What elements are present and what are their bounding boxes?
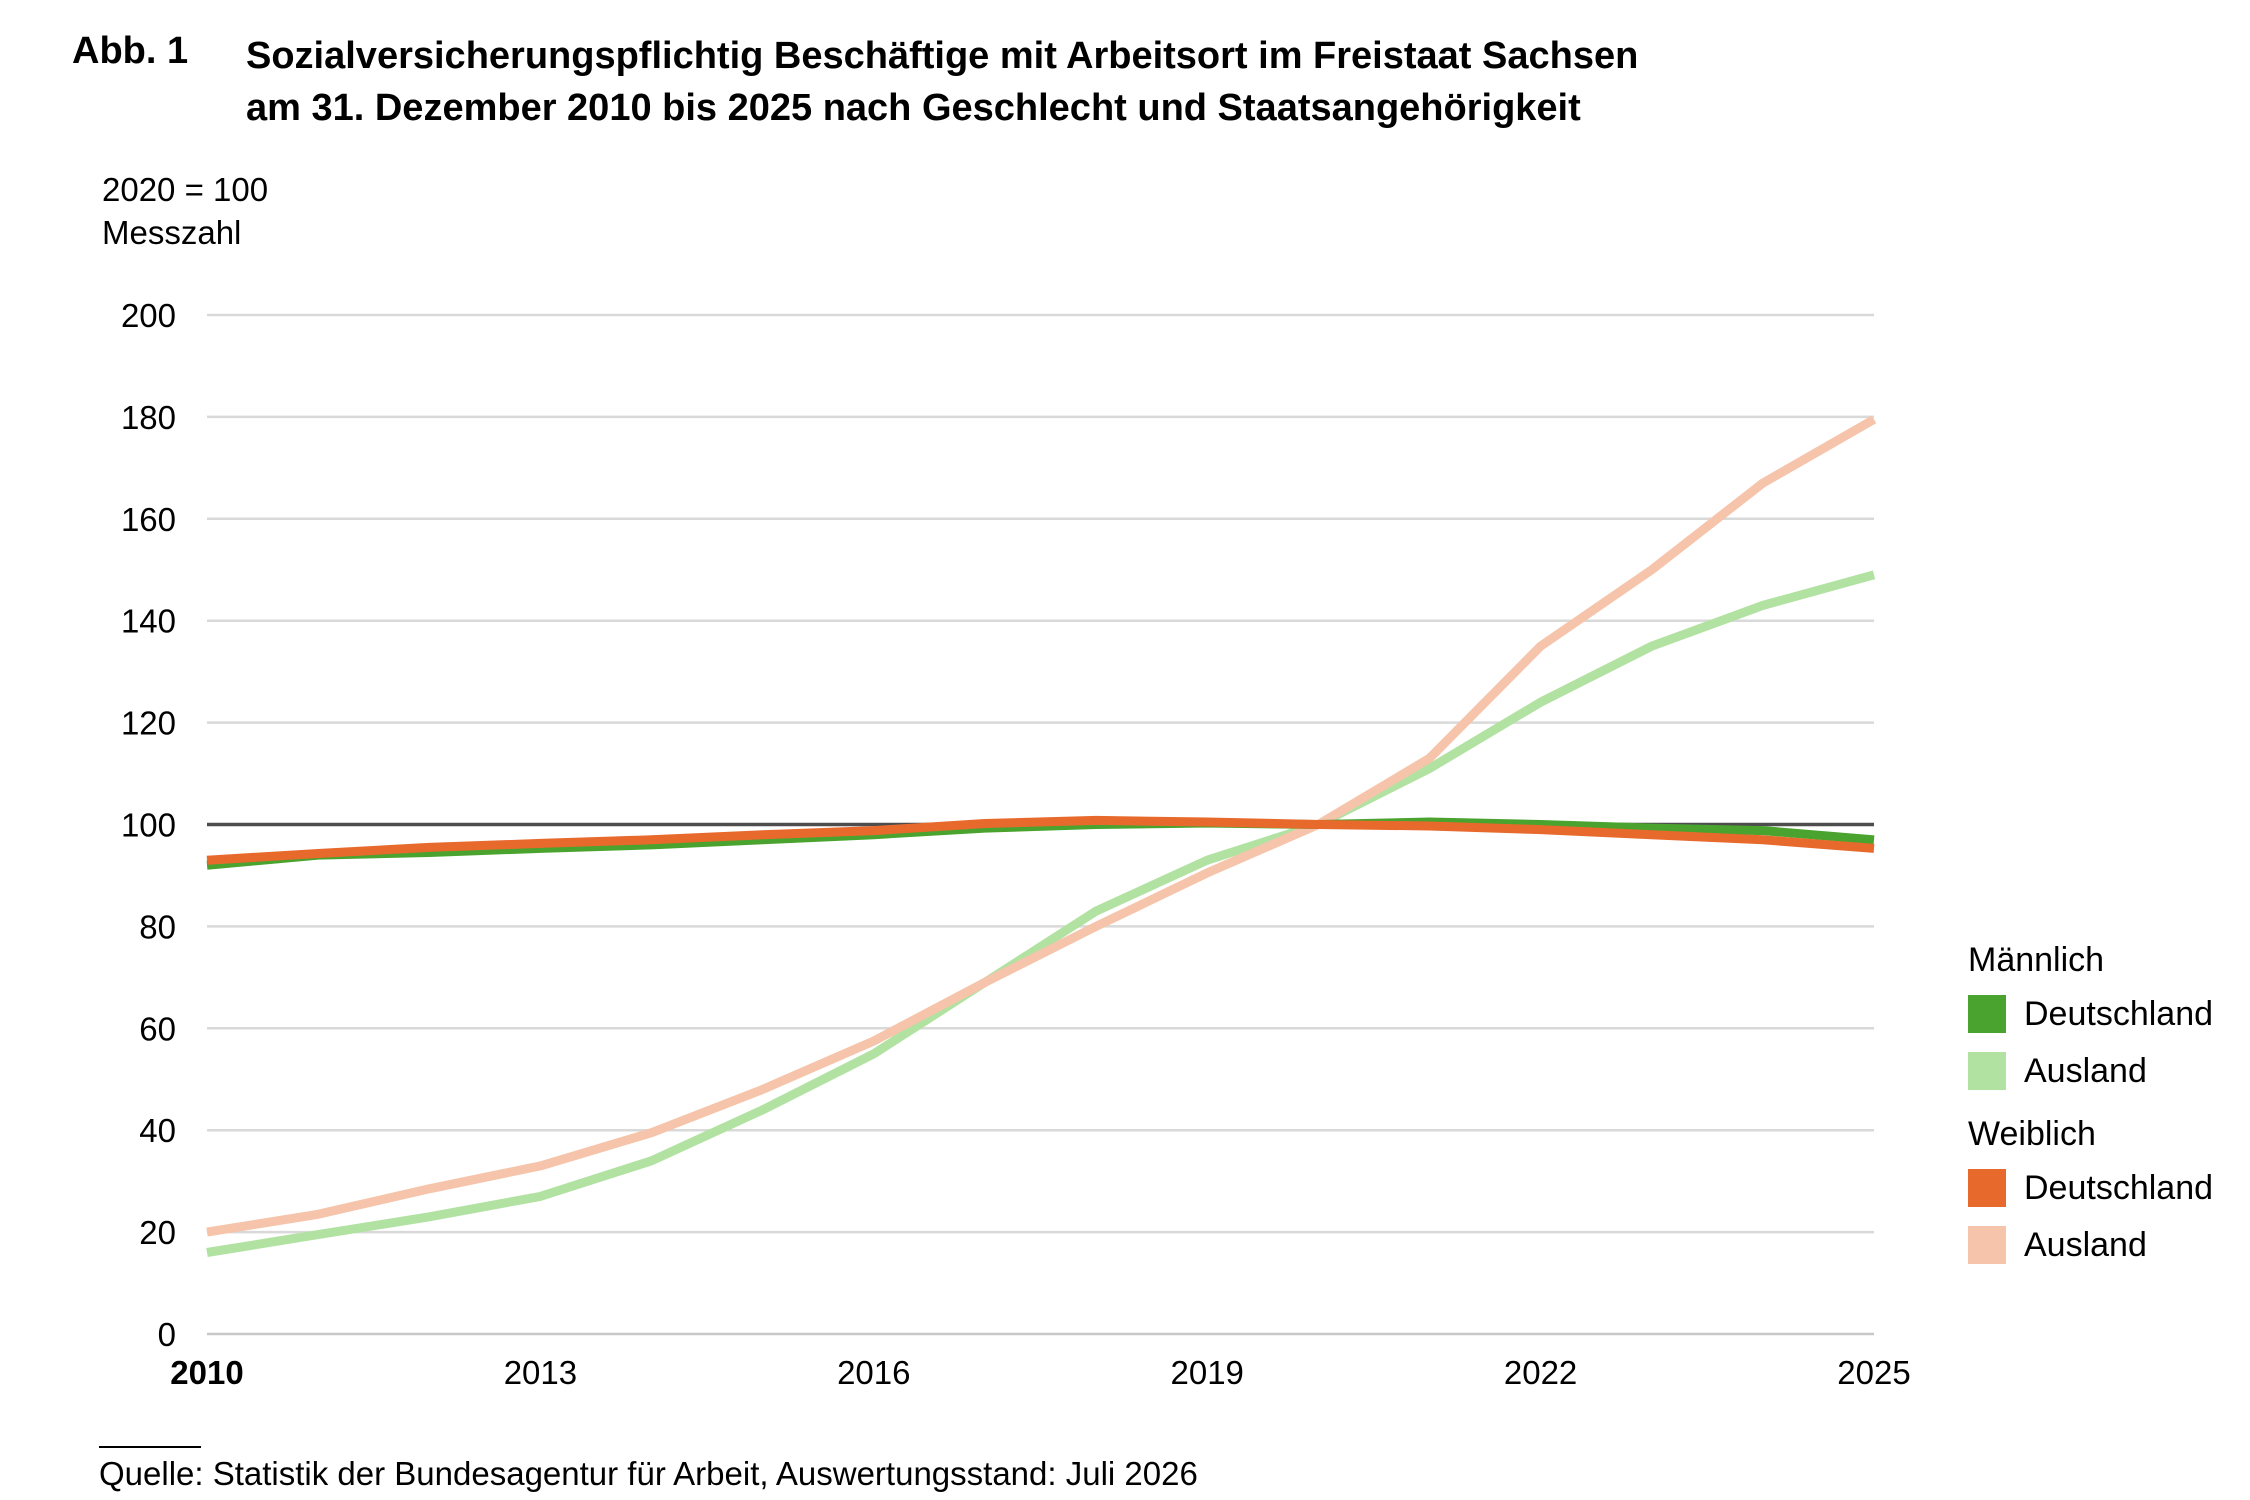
- x-tick-label-2025: 2025: [1837, 1354, 1910, 1391]
- x-tick-label-2013: 2013: [504, 1354, 577, 1391]
- chart-title: Sozialversicherungspflichtig Beschäftige…: [246, 30, 1638, 134]
- y-tick-label-160: 160: [121, 501, 176, 538]
- y-axis-unit-label: 2020 = 100 Messzahl: [102, 168, 268, 254]
- legend-item-male-germany: Deutschland: [1968, 994, 2213, 1034]
- y-tick-label-20: 20: [139, 1214, 176, 1251]
- y-axis-unit-line-1: 2020 = 100: [102, 171, 269, 208]
- legend-swatch-male-germany: [1968, 995, 2006, 1033]
- chart-title-line-2: am 31. Dezember 2010 bis 2025 nach Gesch…: [246, 87, 1581, 129]
- x-tick-label-2019: 2019: [1170, 1354, 1243, 1391]
- x-tick-label-2022: 2022: [1504, 1354, 1577, 1391]
- y-tick-label-120: 120: [121, 705, 176, 742]
- legend-label-male-foreign: Ausland: [2024, 1051, 2147, 1090]
- legend-label-female-foreign: Ausland: [2024, 1225, 2147, 1264]
- legend-item-male-foreign: Ausland: [1968, 1051, 2213, 1091]
- figure-number: Abb. 1: [72, 30, 189, 72]
- legend-group-title-female: Weiblich: [1968, 1115, 2096, 1153]
- series-line-female-foreign: [206, 415, 1877, 1237]
- legend-label-male-germany: Deutschland: [2024, 994, 2214, 1033]
- y-tick-label-40: 40: [139, 1112, 176, 1149]
- legend: Männlich Deutschland Ausland Weiblich De…: [1968, 940, 2213, 1282]
- series-line-male-foreign: [206, 570, 1876, 1257]
- y-tick-label-0: 0: [158, 1316, 176, 1353]
- y-tick-label-140: 140: [121, 603, 176, 640]
- line-chart: 0 20 40 60 80 100 120 140 160 180 200 2010 2013 2016…: [121, 297, 1911, 1391]
- y-tick-labels: 0 20 40 60 80 100 120 140 160 180 200: [121, 297, 176, 1353]
- legend-item-female-foreign: Ausland: [1968, 1225, 2213, 1265]
- y-axis-unit-line-2: Messzahl: [102, 214, 242, 251]
- x-tick-label-2016: 2016: [837, 1354, 910, 1391]
- legend-label-female-germany: Deutschland: [2024, 1168, 2214, 1207]
- series-line-female-germany: [206, 815, 1875, 865]
- y-tick-label-200: 200: [121, 297, 176, 334]
- y-tick-label-80: 80: [139, 908, 176, 945]
- legend-swatch-male-foreign: [1968, 1052, 2006, 1090]
- x-tick-label-2010: 2010: [170, 1354, 243, 1391]
- legend-group-title-male: Männlich: [1968, 941, 2105, 979]
- legend-item-female-germany: Deutschland: [1968, 1168, 2213, 1208]
- legend-swatch-female-germany: [1968, 1169, 2006, 1207]
- series-layer: [206, 415, 1877, 1257]
- y-tick-label-100: 100: [121, 807, 176, 844]
- grid-layer: [207, 313, 1874, 1336]
- source-note: Quelle: Statistik der Bundesagentur für …: [99, 1455, 1198, 1492]
- x-tick-labels: 2010 2013 2016 2019 2022 2025: [170, 1354, 1910, 1391]
- chart-title-line-1: Sozialversicherungspflichtig Beschäftige…: [246, 35, 1639, 77]
- y-tick-label-60: 60: [139, 1010, 176, 1047]
- legend-swatch-female-foreign: [1968, 1226, 2006, 1264]
- y-tick-label-180: 180: [121, 399, 176, 436]
- source-divider: [99, 1446, 201, 1448]
